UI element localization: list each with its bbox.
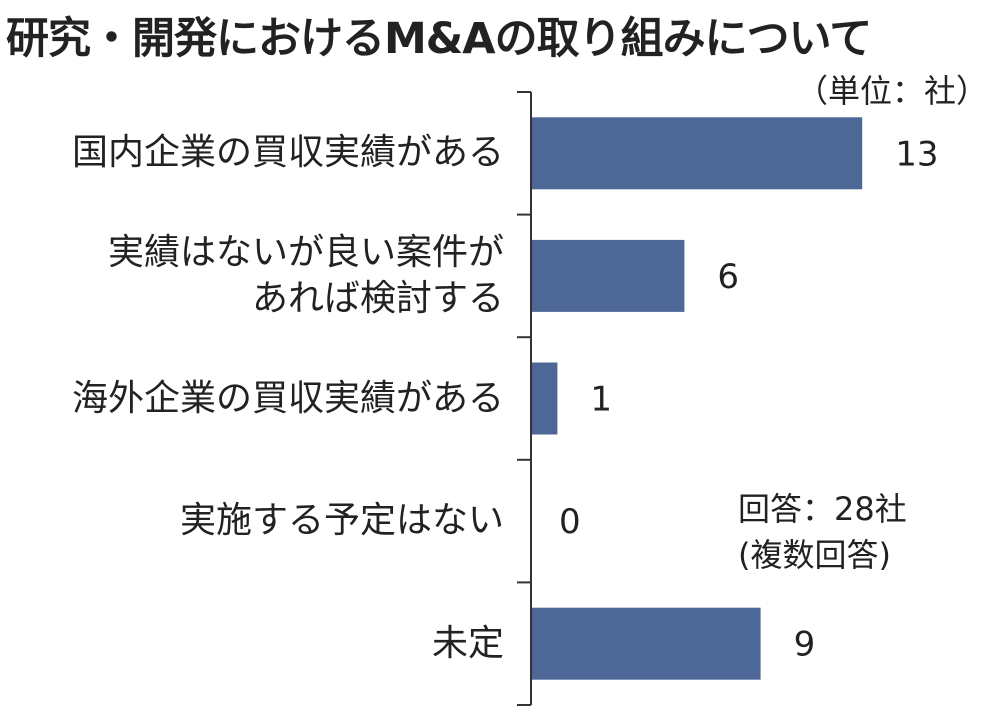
data-label: 0 — [559, 502, 581, 542]
data-label: 1 — [590, 380, 612, 420]
category-label-line: 実施する予定はない — [179, 500, 504, 542]
category-label-line: 海外企業の買収実績がある — [71, 377, 504, 419]
category-label: 実施する予定はない — [180, 498, 504, 544]
category-label-line: あれば検討する — [251, 277, 504, 319]
category-label-line: 未定 — [431, 622, 504, 664]
category-label: 実績はないが良い案件が あれば検討する — [108, 230, 504, 322]
data-label: 9 — [794, 625, 816, 665]
bar — [532, 239, 685, 312]
bar — [532, 117, 863, 190]
category-label: 未定 — [432, 621, 504, 667]
category-label: 国内企業の買収実績がある — [72, 130, 504, 176]
category-label-line: 国内企業の買収実績がある — [71, 132, 504, 174]
unit-label: （単位：社） — [795, 72, 988, 110]
category-label: 海外企業の買収実績がある — [72, 376, 504, 422]
category-label-line: 実績はないが良い案件が — [107, 231, 504, 273]
bar — [532, 362, 558, 435]
data-label: 13 — [895, 134, 938, 174]
data-label: 6 — [717, 257, 739, 297]
response-count: 回答：28社 — [738, 490, 907, 528]
response-type: (複数回答) — [738, 536, 891, 574]
response-note: 回答：28社 (複数回答) — [738, 486, 907, 578]
bar — [532, 607, 761, 680]
chart-title: 研究・開発におけるM&Aの取り組みについて — [6, 14, 872, 64]
